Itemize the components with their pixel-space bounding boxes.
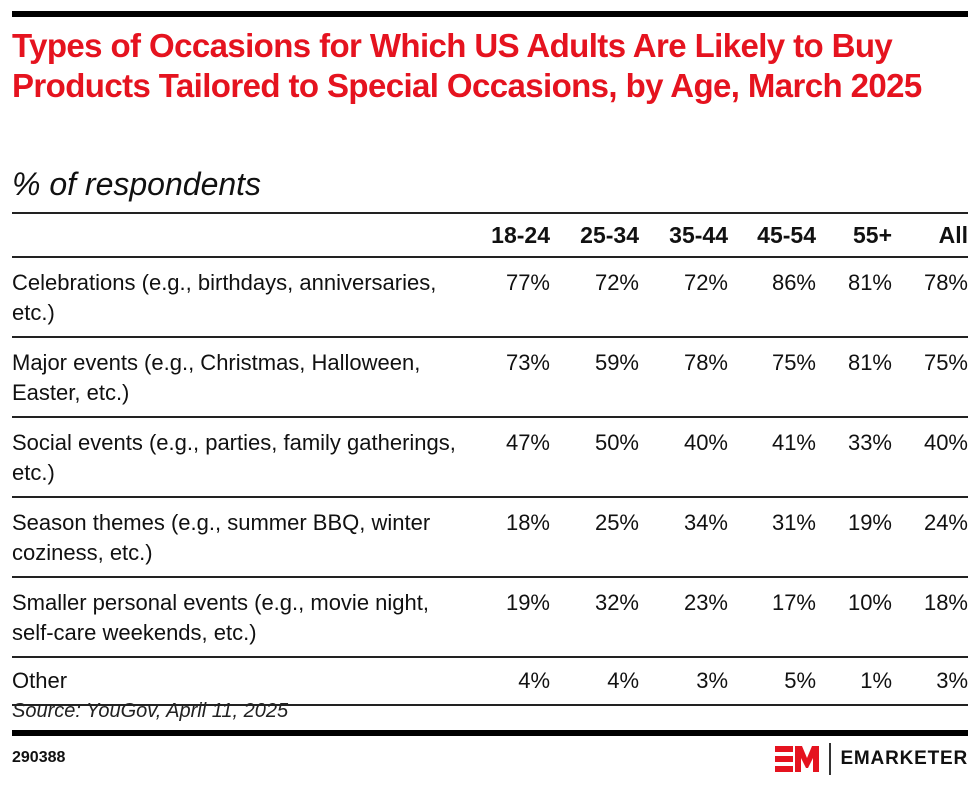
value-cell: 24%: [923, 510, 968, 535]
value-cell: 34%: [683, 510, 728, 535]
bottom-rule: [12, 730, 968, 736]
value-cell: 23%: [683, 590, 728, 615]
em-logo-icon: [775, 746, 820, 772]
header-cell-18-24: 18-24: [491, 221, 550, 248]
value-cell: 1%: [860, 668, 892, 693]
row-label: Celebrations (e.g., birthdays, anniversa…: [12, 270, 437, 325]
table-row: Other 4% 4% 3% 5% 1% 3%: [12, 657, 968, 705]
table-row: Major events (e.g., Christmas, Halloween…: [12, 337, 968, 417]
header-cell-45-54: 45-54: [757, 221, 816, 248]
value-cell: 10%: [847, 590, 892, 615]
data-table: 18-24 25-34 35-44 45-54 55+ All Celebrat…: [12, 212, 968, 706]
brand-divider: [829, 743, 832, 775]
value-cell: 4%: [518, 668, 550, 693]
row-label: Other: [12, 668, 68, 693]
brand-logo: EMARKETER: [775, 742, 968, 776]
value-cell: 31%: [771, 510, 816, 535]
table-row: Social events (e.g., parties, family gat…: [12, 417, 968, 497]
value-cell: 81%: [847, 270, 892, 295]
value-cell: 19%: [847, 510, 892, 535]
chart-title: Types of Occasions for Which US Adults A…: [12, 27, 922, 104]
value-cell: 73%: [505, 350, 550, 375]
header-cell-all: All: [938, 221, 968, 248]
row-label: Season themes (e.g., summer BBQ, winter …: [12, 510, 431, 565]
row-label: Major events (e.g., Christmas, Halloween…: [12, 350, 421, 405]
value-cell: 17%: [771, 590, 816, 615]
value-cell: 72%: [683, 270, 728, 295]
chart-subtitle: % of respondents: [12, 166, 262, 202]
value-cell: 4%: [607, 668, 639, 693]
data-table-container: 18-24 25-34 35-44 45-54 55+ All Celebrat…: [12, 212, 968, 706]
header-cell-25-34: 25-34: [580, 221, 639, 248]
row-label: Social events (e.g., parties, family gat…: [12, 430, 456, 485]
value-cell: 77%: [505, 270, 550, 295]
value-cell: 41%: [771, 430, 816, 455]
value-cell: 25%: [594, 510, 639, 535]
row-label: Smaller personal events (e.g., movie nig…: [12, 590, 429, 645]
value-cell: 59%: [594, 350, 639, 375]
value-cell: 86%: [771, 270, 816, 295]
value-cell: 19%: [505, 590, 550, 615]
header-cell-35-44: 35-44: [669, 221, 728, 248]
value-cell: 3%: [696, 668, 728, 693]
value-cell: 75%: [923, 350, 968, 375]
header-cell-55-plus: 55+: [852, 221, 892, 248]
value-cell: 81%: [847, 350, 892, 375]
brand-name: EMARKETER: [840, 748, 968, 769]
chart-id: 290388: [12, 749, 66, 766]
value-cell: 32%: [594, 590, 639, 615]
table-header-row: 18-24 25-34 35-44 45-54 55+ All: [12, 213, 968, 257]
table-row: Smaller personal events (e.g., movie nig…: [12, 577, 968, 657]
value-cell: 3%: [936, 668, 968, 693]
top-rule: [12, 11, 968, 17]
value-cell: 33%: [847, 430, 892, 455]
value-cell: 78%: [923, 270, 968, 295]
value-cell: 75%: [771, 350, 816, 375]
table-row: Celebrations (e.g., birthdays, anniversa…: [12, 257, 968, 337]
value-cell: 5%: [784, 668, 816, 693]
source-note: Source: YouGov, April 11, 2025: [12, 700, 289, 722]
header-cell-label: [12, 213, 470, 257]
value-cell: 18%: [923, 590, 968, 615]
table-row: Season themes (e.g., summer BBQ, winter …: [12, 497, 968, 577]
value-cell: 50%: [594, 430, 639, 455]
value-cell: 78%: [683, 350, 728, 375]
value-cell: 72%: [594, 270, 639, 295]
value-cell: 40%: [683, 430, 728, 455]
value-cell: 40%: [923, 430, 968, 455]
value-cell: 47%: [505, 430, 550, 455]
value-cell: 18%: [505, 510, 550, 535]
